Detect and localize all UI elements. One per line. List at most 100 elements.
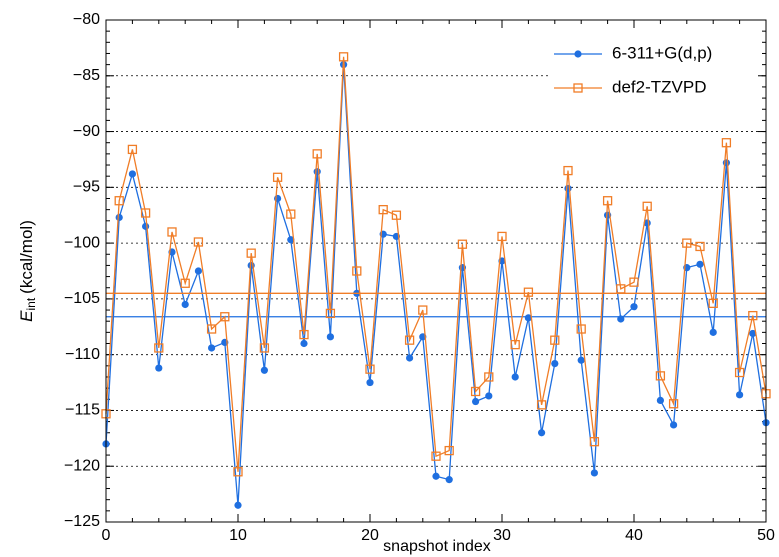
- marker: [431, 451, 441, 461]
- x-tick-label: 0: [102, 527, 111, 544]
- marker: [538, 429, 546, 437]
- marker: [511, 373, 519, 381]
- marker: [444, 445, 454, 456]
- marker: [114, 196, 124, 206]
- x-tick-label: 10: [229, 527, 247, 544]
- plot-frame: [105, 19, 767, 523]
- marker: [590, 469, 599, 477]
- marker: [748, 310, 758, 321]
- marker: [536, 400, 547, 410]
- x-tick-label: 20: [361, 527, 379, 544]
- marker: [445, 476, 453, 484]
- marker: [734, 367, 745, 378]
- marker: [366, 378, 374, 387]
- marker: [300, 339, 308, 348]
- marker: [563, 165, 573, 176]
- y-tick-label: −120: [64, 457, 100, 474]
- marker: [721, 138, 732, 148]
- marker: [617, 315, 625, 323]
- marker: [564, 184, 572, 193]
- marker: [365, 364, 375, 374]
- marker: [682, 238, 692, 248]
- marker: [550, 335, 560, 345]
- marker: [749, 329, 757, 338]
- legend-marker: [574, 50, 582, 58]
- legend-label: def2-TZVPD: [612, 77, 706, 96]
- marker: [602, 196, 613, 206]
- marker: [127, 144, 138, 155]
- marker: [589, 437, 600, 447]
- marker: [325, 308, 336, 319]
- x-tick-label: 40: [625, 527, 643, 544]
- x-axis-label: snapshot index: [383, 538, 491, 555]
- marker: [326, 333, 334, 341]
- marker: [128, 170, 136, 178]
- marker: [352, 266, 362, 276]
- marker: [668, 399, 679, 409]
- marker: [115, 213, 123, 222]
- marker: [194, 267, 202, 275]
- marker: [497, 231, 507, 242]
- marker: [472, 397, 480, 406]
- marker: [457, 239, 468, 249]
- marker: [391, 210, 402, 220]
- marker: [286, 209, 296, 219]
- marker: [523, 287, 534, 297]
- marker: [655, 371, 666, 381]
- marker: [432, 472, 440, 480]
- marker: [313, 168, 321, 176]
- marker: [577, 356, 585, 364]
- marker: [193, 237, 204, 247]
- marker: [274, 194, 282, 203]
- marker: [246, 248, 256, 258]
- series-line: [105, 56, 767, 472]
- y-tick-label: −80: [73, 11, 100, 28]
- marker: [696, 260, 704, 268]
- marker: [576, 324, 586, 334]
- marker: [140, 208, 151, 218]
- marker: [181, 300, 189, 309]
- legend-box: [548, 36, 758, 106]
- marker: [312, 149, 322, 159]
- marker: [551, 359, 559, 368]
- y-tick-label: −125: [64, 513, 100, 530]
- marker: [510, 339, 520, 350]
- y-tick-label: −110: [65, 346, 100, 363]
- legend-label: 6-311+G(d,p): [612, 43, 712, 62]
- y-label-unit: (kcal/mol): [17, 220, 36, 294]
- marker: [378, 204, 388, 215]
- marker: [154, 343, 164, 353]
- marker: [670, 421, 678, 429]
- legend-marker: [573, 83, 583, 93]
- y-label-symbol: E: [17, 310, 36, 322]
- y-label-subscript: int: [24, 297, 38, 310]
- marker: [630, 303, 638, 311]
- marker: [616, 284, 626, 294]
- marker: [155, 364, 163, 372]
- x-tick-label: 30: [493, 527, 511, 544]
- marker: [220, 312, 230, 322]
- marker: [695, 241, 705, 252]
- marker: [272, 172, 283, 182]
- y-axis-label: Eint (kcal/mol): [17, 220, 38, 322]
- y-tick-label: −115: [65, 402, 100, 419]
- x-tick-label: 50: [757, 527, 775, 544]
- marker: [142, 222, 150, 230]
- y-tick-label: −100: [64, 234, 100, 251]
- marker: [299, 329, 309, 340]
- marker: [167, 227, 177, 237]
- marker: [656, 396, 665, 405]
- marker: [708, 298, 718, 309]
- marker: [470, 386, 481, 397]
- marker: [418, 305, 428, 315]
- marker: [642, 201, 652, 211]
- marker: [233, 467, 243, 477]
- y-tick-label: −90: [73, 123, 100, 140]
- marker: [404, 335, 415, 345]
- y-tick-label: −85: [73, 67, 100, 84]
- marker: [484, 372, 494, 382]
- marker: [234, 501, 242, 509]
- y-tick-label: −95: [73, 179, 100, 196]
- marker: [722, 159, 731, 167]
